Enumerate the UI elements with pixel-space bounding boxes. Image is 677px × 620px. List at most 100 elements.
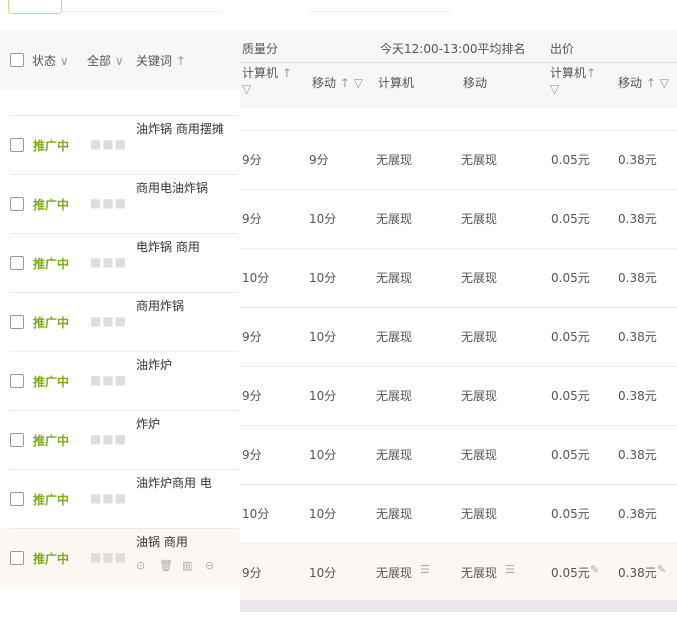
cell-q-mobile: 10分 xyxy=(309,448,337,462)
filter-icon[interactable]: ▽ xyxy=(242,82,252,96)
cell-r-mobile: 无展现 xyxy=(461,566,498,580)
chart-icon[interactable]: ▥ xyxy=(182,559,193,572)
cell-b-mobile: 0.38元 xyxy=(618,153,657,167)
delete-icon[interactable]: 🗑 xyxy=(159,559,173,572)
cell-r-pc: 无展现 xyxy=(376,212,413,226)
row-divider xyxy=(240,543,677,544)
cell-b-mobile: 0.38元 xyxy=(618,212,657,226)
horizontal-scrollbar[interactable] xyxy=(240,600,677,612)
bid-pc-header[interactable]: 计算机↑ xyxy=(550,66,597,80)
list-icon[interactable]: ☰ xyxy=(505,563,515,576)
cell-q-pc: 9分 xyxy=(242,153,262,167)
row-divider xyxy=(10,351,238,352)
status-label: 推广中 xyxy=(33,257,70,271)
row-checkbox[interactable] xyxy=(10,138,24,152)
top-button[interactable] xyxy=(8,0,62,14)
blurred-text: ■■■ xyxy=(90,196,128,210)
edit-icon[interactable]: ✎ xyxy=(590,563,600,576)
rank-header: 今天12:00-13:00平均排名 xyxy=(380,42,526,56)
cell-q-mobile: 10分 xyxy=(309,389,337,403)
row-checkbox[interactable] xyxy=(10,551,24,565)
cell-q-pc: 10分 xyxy=(242,507,270,521)
cell-b-mobile: 0.38元 xyxy=(618,448,657,462)
cell-q-mobile: 10分 xyxy=(309,566,337,580)
divider xyxy=(62,11,222,12)
keyword-text[interactable]: 炸炉 xyxy=(136,417,161,431)
keyword-text[interactable]: 电炸锅 商用 xyxy=(136,240,200,254)
row-checkbox[interactable] xyxy=(10,256,24,270)
cell-r-pc: 无展现 xyxy=(376,507,413,521)
cell-b-pc: 0.05元 xyxy=(551,566,590,580)
keyword-text[interactable]: 油炸锅 商用摆摊 xyxy=(136,122,224,136)
keyword-header[interactable]: 关键词 ↑ xyxy=(136,54,186,68)
keyword-text[interactable]: 油锅 商用 xyxy=(136,535,188,549)
cell-b-mobile: 0.38元 xyxy=(618,271,657,285)
cell-r-mobile: 无展现 xyxy=(461,448,498,462)
cell-q-pc: 9分 xyxy=(242,566,262,580)
row-checkbox[interactable] xyxy=(10,197,24,211)
more-icon[interactable]: ⊝ xyxy=(205,559,215,572)
row-divider xyxy=(10,115,238,116)
row-hover-bg xyxy=(0,528,240,587)
divider xyxy=(310,11,450,12)
cell-r-mobile: 无展现 xyxy=(461,389,498,403)
keyword-text[interactable]: 商用电油炸锅 xyxy=(136,181,209,195)
keyword-text[interactable]: 油炸炉商用 电 xyxy=(136,476,212,490)
cell-r-pc: 无展现 xyxy=(376,271,413,285)
select-all-checkbox[interactable] xyxy=(10,53,24,67)
status-label: 推广中 xyxy=(33,139,70,153)
scrollable-columns: 质量分 今天12:00-13:00平均排名 出价 计算机 ↑ ▽ 移动 ↑ ▽ … xyxy=(240,30,677,620)
row-divider xyxy=(240,130,677,131)
cell-b-mobile: 0.38元 xyxy=(618,389,657,403)
status-label: 推广中 xyxy=(33,434,70,448)
cell-b-pc: 0.05元 xyxy=(551,271,590,285)
row-checkbox[interactable] xyxy=(10,374,24,388)
cell-r-mobile: 无展现 xyxy=(461,330,498,344)
blurred-text: ■■■ xyxy=(90,373,128,387)
row-checkbox[interactable] xyxy=(10,315,24,329)
quality-mobile-header[interactable]: 移动 ↑ ▽ xyxy=(312,76,363,90)
bid-mobile-header[interactable]: 移动 ↑ ▽ xyxy=(618,76,669,90)
cell-r-pc: 无展现 xyxy=(376,153,413,167)
cell-r-pc: 无展现 xyxy=(376,448,413,462)
row-checkbox[interactable] xyxy=(10,433,24,447)
filter-icon[interactable]: ▽ xyxy=(550,82,560,96)
quality-pc-header[interactable]: 计算机 ↑ xyxy=(242,66,292,80)
cell-r-mobile: 无展现 xyxy=(461,153,498,167)
cell-b-pc: 0.05元 xyxy=(551,330,590,344)
cell-q-mobile: 10分 xyxy=(309,507,337,521)
row-divider xyxy=(10,174,238,175)
blurred-text: ■■■ xyxy=(90,255,128,269)
table-header-right: 质量分 今天12:00-13:00平均排名 出价 计算机 ↑ ▽ 移动 ↑ ▽ … xyxy=(240,30,677,108)
row-divider xyxy=(10,292,238,293)
frozen-columns: 状态 ∨ 全部 ∨ 关键词 ↑ 推广中 ■■■ 油炸锅 商用摆摊推广中 ■■■ 商用电油… xyxy=(0,30,240,620)
keyword-text[interactable]: 商用炸锅 xyxy=(136,299,185,313)
cell-q-pc: 9分 xyxy=(242,330,262,344)
cell-r-mobile: 无展现 xyxy=(461,507,498,521)
blurred-text: ■■■ xyxy=(90,137,128,151)
status-label: 推广中 xyxy=(33,493,70,507)
cell-b-pc: 0.05元 xyxy=(551,153,590,167)
row-divider xyxy=(10,469,238,470)
edit-icon[interactable]: ✎ xyxy=(657,563,667,576)
cell-b-mobile: 0.38元 xyxy=(618,330,657,344)
cell-q-pc: 9分 xyxy=(242,212,262,226)
all-filter[interactable]: 全部 ∨ xyxy=(87,54,124,68)
cell-r-mobile: 无展现 xyxy=(461,271,498,285)
row-divider xyxy=(240,248,677,249)
table-header-left: 状态 ∨ 全部 ∨ 关键词 ↑ xyxy=(0,30,240,90)
row-divider xyxy=(240,189,677,190)
cell-q-pc: 10分 xyxy=(242,271,270,285)
cell-q-pc: 9分 xyxy=(242,448,262,462)
row-checkbox[interactable] xyxy=(10,492,24,506)
keyword-text[interactable]: 油炸炉 xyxy=(136,358,173,372)
bid-header: 出价 xyxy=(550,42,575,56)
cell-r-pc: 无展现 xyxy=(376,330,413,344)
cell-q-mobile: 10分 xyxy=(309,271,337,285)
cell-q-mobile: 9分 xyxy=(309,153,329,167)
status-filter[interactable]: 状态 ∨ xyxy=(32,54,69,68)
target-icon[interactable]: ⊙ xyxy=(136,559,146,572)
row-hover-bg xyxy=(240,543,677,602)
blurred-text: ■■■ xyxy=(90,491,128,505)
list-icon[interactable]: ☰ xyxy=(420,563,430,576)
